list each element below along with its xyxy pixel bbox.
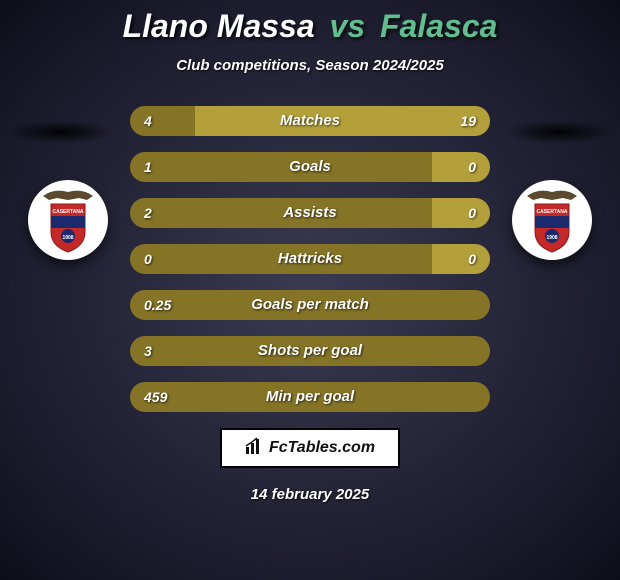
stat-label: Hattricks [130, 244, 490, 274]
stat-value-right: 19 [460, 106, 476, 136]
stat-value-right: 0 [468, 152, 476, 182]
stat-bar-row: 459Min per goal [130, 382, 490, 412]
stats-card: Llano Massa vs Falasca Club competitions… [0, 0, 620, 580]
stat-bars: 4Matches191Goals02Assists00Hattricks00.2… [130, 106, 490, 412]
stat-value-right: 0 [468, 244, 476, 274]
player-shadow-left [6, 120, 116, 144]
svg-text:1908: 1908 [62, 235, 73, 241]
stat-bar-row: 1Goals0 [130, 152, 490, 182]
footer-logo-text: FcTables.com [269, 439, 375, 457]
svg-text:CASERTANA: CASERTANA [52, 209, 83, 215]
title: Llano Massa vs Falasca [0, 8, 620, 45]
stat-label: Goals [130, 152, 490, 182]
player-shadow-right [504, 120, 614, 144]
stat-bar-row: 0.25Goals per match [130, 290, 490, 320]
stat-label: Assists [130, 198, 490, 228]
footer-logo: FcTables.com [220, 428, 400, 468]
club-badge-right: CASERTANA 1908 [512, 180, 592, 260]
club-badge-left: CASERTANA 1908 [28, 180, 108, 260]
stat-bar-row: 2Assists0 [130, 198, 490, 228]
stat-label: Shots per goal [130, 336, 490, 366]
title-player1: Llano Massa [123, 8, 315, 44]
stat-label: Matches [130, 106, 490, 136]
club-crest-icon: CASERTANA 1908 [523, 186, 581, 254]
stat-bar-row: 3Shots per goal [130, 336, 490, 366]
footer-date: 14 february 2025 [0, 486, 620, 503]
title-vs: vs [330, 8, 366, 44]
chart-icon [245, 437, 263, 460]
stat-label: Min per goal [130, 382, 490, 412]
club-crest-icon: CASERTANA 1908 [39, 186, 97, 254]
svg-text:1908: 1908 [546, 235, 557, 241]
stat-label: Goals per match [130, 290, 490, 320]
stat-value-right: 0 [468, 198, 476, 228]
subtitle: Club competitions, Season 2024/2025 [0, 57, 620, 74]
stat-bar-row: 4Matches19 [130, 106, 490, 136]
svg-text:CASERTANA: CASERTANA [536, 209, 567, 215]
title-player2: Falasca [380, 8, 497, 44]
stat-bar-row: 0Hattricks0 [130, 244, 490, 274]
